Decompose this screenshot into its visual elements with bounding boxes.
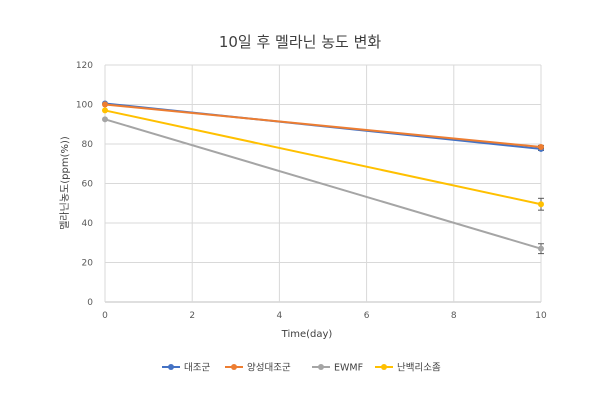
y-tick-label: 40 — [82, 219, 94, 229]
legend-label: 난백리소좀 — [397, 363, 441, 374]
data-point — [538, 143, 544, 150]
data-point — [102, 101, 108, 108]
data-point — [538, 201, 544, 208]
series-line — [104, 109, 542, 206]
x-axis-ticks: 0 2 4 6 8 10 — [102, 311, 547, 321]
x-axis-label: Time(day) — [281, 329, 333, 340]
legend-marker — [168, 364, 174, 370]
series-line — [104, 103, 542, 148]
legend-item: 난백리소좀 — [375, 363, 441, 374]
series-2 — [102, 116, 544, 255]
y-tick-label: 20 — [82, 259, 94, 269]
y-tick-label: 80 — [82, 140, 94, 150]
y-tick-label: 60 — [82, 180, 94, 190]
legend-label: EWMF — [334, 363, 363, 374]
y-axis-label: 멜라닌농도(ppm(%)) — [59, 136, 71, 230]
legend-item: 대조군 — [162, 363, 210, 374]
legend-marker — [318, 364, 324, 370]
x-tick-label: 4 — [277, 311, 283, 321]
series-1 — [102, 101, 544, 150]
y-axis-ticks: 0 20 40 60 80 100 120 — [76, 61, 93, 308]
legend-label: 양성대조군 — [247, 363, 291, 374]
data-point — [102, 107, 108, 114]
chart-title: 10일 후 멜라닌 농도 변화 — [219, 33, 382, 51]
legend-item: 양성대조군 — [225, 363, 291, 374]
x-tick-label: 10 — [535, 311, 547, 321]
x-tick-label: 8 — [451, 311, 457, 321]
x-tick-label: 6 — [364, 311, 370, 321]
series-line — [104, 118, 542, 250]
legend: 대조군 양성대조군 EWMF 난백리소좀 — [162, 363, 441, 374]
series-3 — [102, 107, 544, 211]
legend-label: 대조군 — [184, 363, 210, 374]
y-tick-label: 100 — [76, 101, 93, 111]
data-point — [538, 245, 544, 252]
legend-marker — [231, 364, 237, 370]
legend-item: EWMF — [312, 363, 363, 374]
gridlines — [104, 64, 542, 303]
y-tick-label: 0 — [87, 298, 93, 308]
x-tick-label: 0 — [102, 311, 108, 321]
data-point — [102, 116, 108, 123]
x-tick-label: 2 — [189, 311, 195, 321]
y-tick-label: 120 — [76, 61, 93, 71]
plot-series — [102, 100, 544, 255]
legend-marker — [381, 364, 387, 370]
